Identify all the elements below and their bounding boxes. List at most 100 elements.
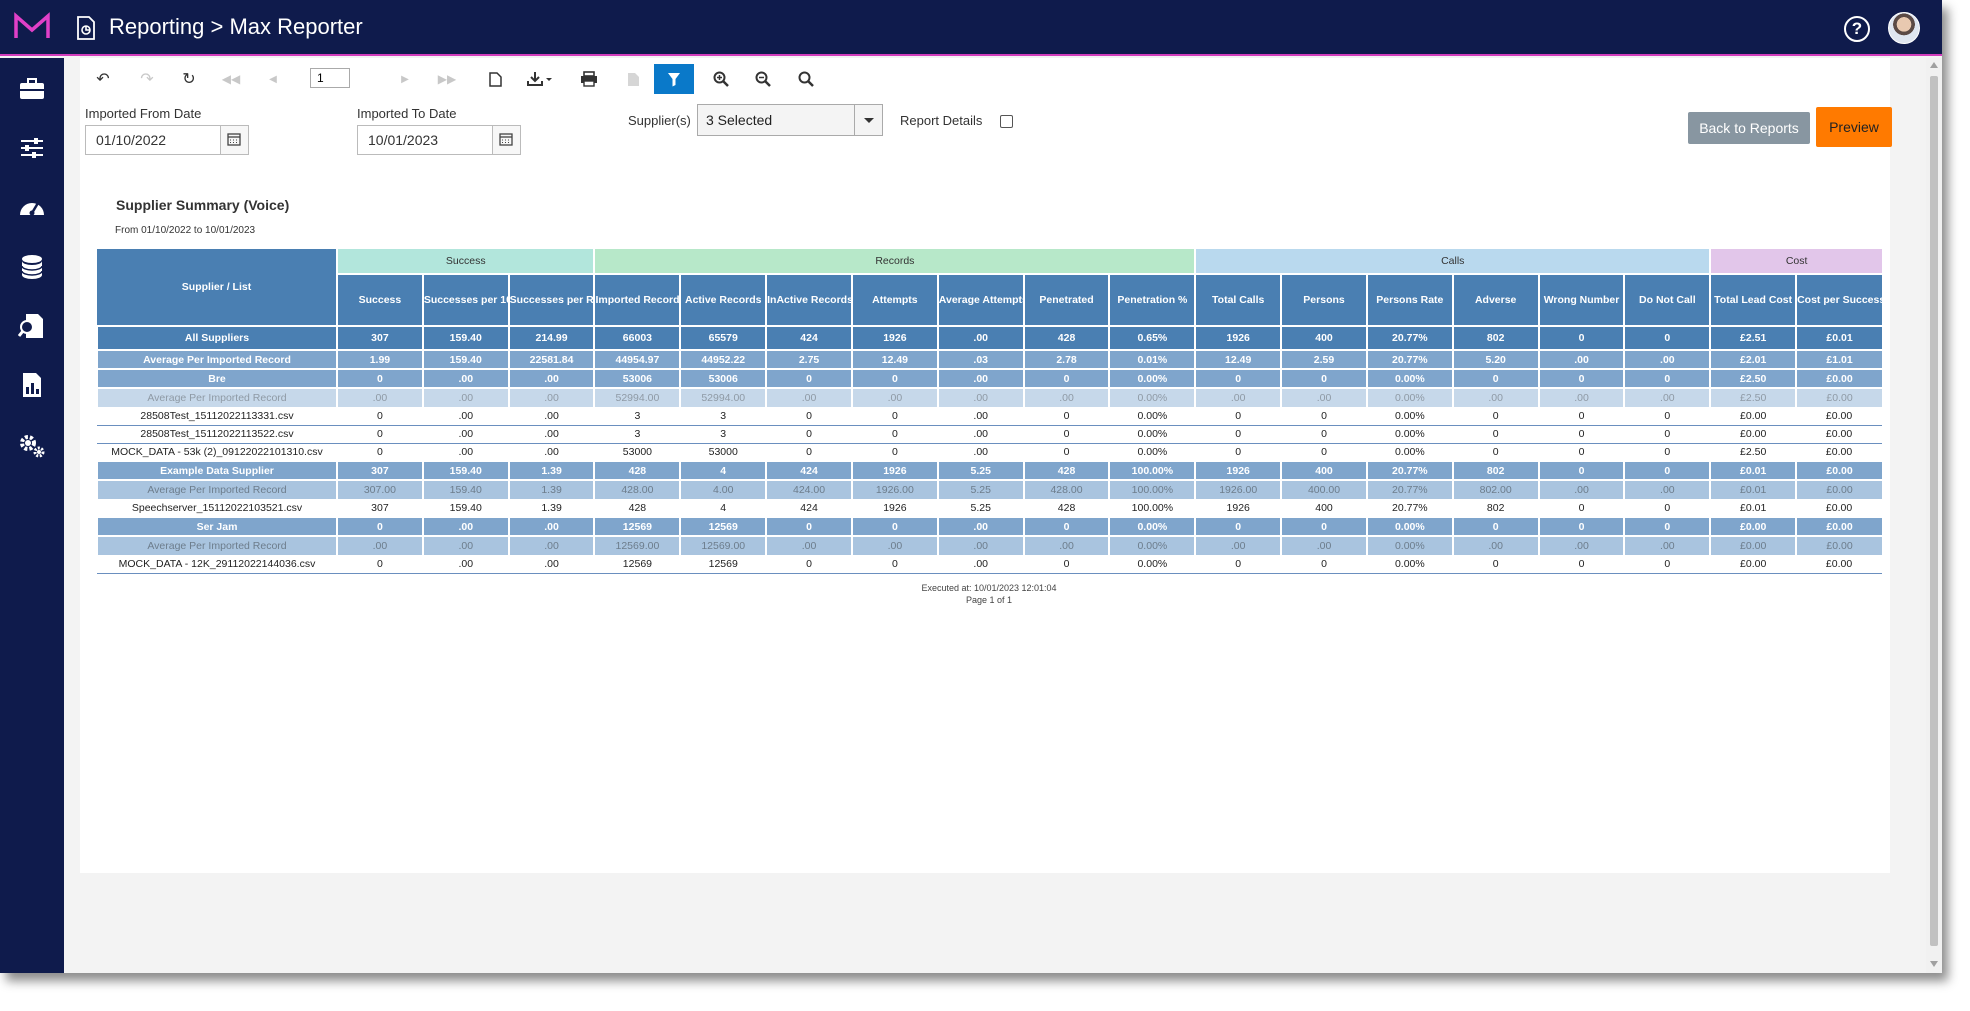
table-cell: £0.00	[1796, 555, 1882, 574]
table-cell: 0	[337, 443, 423, 462]
preview-button[interactable]: Preview	[1816, 107, 1892, 147]
table-cell: 44954.97	[593, 349, 681, 369]
next-page-icon[interactable]: ▶	[401, 73, 409, 85]
table-cell: 0	[1195, 443, 1282, 462]
scrollbar-thumb[interactable]	[1930, 76, 1938, 946]
table-cell: .00	[1451, 387, 1539, 407]
table-cell: .00	[421, 368, 509, 388]
calendar-icon[interactable]	[493, 125, 521, 155]
table-cell: 424	[766, 499, 852, 518]
table-cell: 53006	[679, 368, 767, 388]
table-cell: £0.00	[1795, 479, 1882, 499]
table-cell: 0.00%	[1108, 387, 1196, 407]
table-row: All Suppliers 307 159.40 214.99 66003 65579 42…	[96, 325, 1882, 350]
table-cell: 0	[336, 516, 423, 536]
table-cell: 1926	[850, 460, 938, 480]
table-cell: 0	[1623, 460, 1711, 480]
table-cell: 0	[1023, 443, 1110, 462]
table-cell: 424.00	[765, 479, 852, 499]
scroll-up-icon[interactable]	[1930, 62, 1938, 68]
page-number-input[interactable]	[310, 68, 350, 88]
table-cell: .03	[936, 349, 1024, 369]
zoom-out-icon[interactable]	[750, 64, 776, 94]
print-layout-icon[interactable]	[620, 64, 646, 94]
table-cell: 0	[1023, 425, 1110, 444]
table-cell: 0	[336, 368, 423, 388]
column-header: Cost per Success	[1795, 273, 1882, 326]
chevron-down-icon[interactable]	[854, 105, 882, 135]
table-cell: £2.50	[1709, 387, 1797, 407]
document-search-icon[interactable]	[18, 312, 46, 340]
table-cell: 0	[1538, 555, 1625, 574]
to-date-input[interactable]	[357, 125, 493, 155]
table-cell: 1.39	[507, 479, 595, 499]
supplier-label: Supplier(s)	[628, 113, 691, 128]
table-cell: £1.01	[1795, 349, 1882, 369]
table-cell: .00	[507, 535, 595, 555]
table-cell: .00	[937, 555, 1024, 574]
table-cell: .00	[1623, 535, 1711, 555]
table-cell: £0.00	[1710, 555, 1797, 574]
report-details-checkbox[interactable]	[1000, 115, 1013, 128]
zoom-in-icon[interactable]	[708, 64, 734, 94]
table-cell: 0	[850, 516, 938, 536]
previous-page-icon[interactable]: ◀	[269, 73, 277, 85]
supplier-select[interactable]: 3 Selected	[697, 104, 883, 136]
table-cell: 0	[1537, 516, 1625, 536]
last-page-icon[interactable]: ▶▶	[437, 72, 457, 86]
report-chart-icon[interactable]	[18, 371, 46, 399]
database-icon[interactable]	[18, 253, 46, 281]
table-cell: 20.77%	[1365, 460, 1453, 480]
calendar-icon[interactable]	[221, 125, 249, 155]
table-cell: 0.00%	[1365, 387, 1453, 407]
table-cell: 307	[336, 325, 423, 350]
table-cell: .00	[765, 387, 852, 407]
table-cell: 1926	[1195, 499, 1282, 518]
table-cell: 5.20	[1451, 349, 1539, 369]
table-cell: .00	[1280, 387, 1367, 407]
table-cell: .00	[507, 516, 595, 536]
max-logo-icon[interactable]	[14, 12, 50, 42]
table-cell: 44952.22	[679, 349, 767, 369]
briefcase-icon[interactable]	[18, 75, 46, 103]
vertical-scrollbar[interactable]	[1926, 58, 1942, 973]
print-icon[interactable]	[574, 64, 604, 94]
table-cell: 400	[1280, 460, 1367, 480]
app-window: Reporting > Max Reporter ?	[0, 0, 1942, 973]
back-to-reports-button[interactable]: Back to Reports	[1688, 112, 1810, 144]
back-icon[interactable]: ↶	[96, 71, 110, 88]
table-cell: 400.00	[1280, 479, 1367, 499]
group-header-records: Records	[593, 249, 1196, 274]
table-cell: 0	[766, 555, 852, 574]
filter-icon[interactable]	[654, 64, 694, 94]
row-label: Average Per Imported Record	[96, 479, 337, 499]
first-page-icon[interactable]: ◀◀	[221, 72, 241, 86]
table-cell: 1926.00	[1194, 479, 1282, 499]
table-cell: 0.00%	[1109, 425, 1196, 444]
table-cell: 0	[337, 555, 423, 574]
document-icon[interactable]	[482, 64, 508, 94]
column-header: Active Records	[679, 273, 767, 326]
scroll-down-icon[interactable]	[1930, 961, 1938, 967]
help-icon[interactable]: ?	[1844, 16, 1870, 42]
row-label: 28508Test_15112022113522.csv	[97, 425, 337, 444]
table-cell: .00	[850, 387, 938, 407]
avatar[interactable]	[1888, 12, 1920, 44]
find-icon[interactable]	[793, 64, 819, 94]
table-cell: .00	[1537, 387, 1625, 407]
table-cell: £0.00	[1795, 516, 1882, 536]
from-date-input[interactable]	[85, 125, 221, 155]
table-cell: .00	[937, 407, 1024, 426]
refresh-icon[interactable]: ↻	[182, 71, 196, 88]
to-date-label: Imported To Date	[357, 106, 457, 121]
forward-icon[interactable]: ↷	[140, 71, 154, 88]
table-cell: 802	[1451, 460, 1539, 480]
table-cell: 53006	[593, 368, 681, 388]
dashboard-gauge-icon[interactable]	[18, 193, 46, 221]
export-icon[interactable]	[522, 64, 558, 94]
table-cell: 0	[1195, 425, 1282, 444]
sliders-icon[interactable]	[18, 134, 46, 162]
settings-gears-icon[interactable]	[18, 431, 46, 459]
table-cell: .00	[850, 535, 938, 555]
